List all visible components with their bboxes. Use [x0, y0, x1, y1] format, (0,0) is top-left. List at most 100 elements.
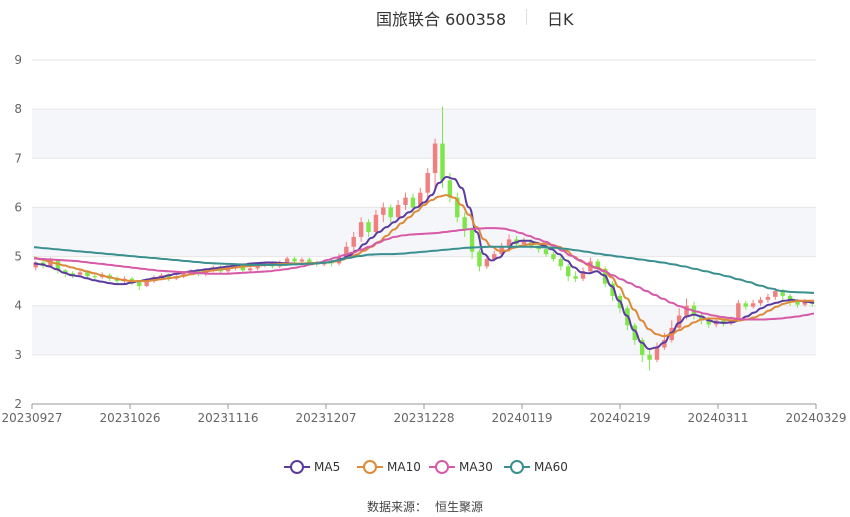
- x-tick-label: 20231228: [393, 411, 454, 425]
- candle-body: [255, 265, 260, 269]
- candle-body: [639, 340, 645, 355]
- legend-circle: [435, 460, 449, 474]
- candle-body: [33, 262, 38, 268]
- candle-body: [92, 276, 98, 278]
- candle-body: [558, 259, 564, 267]
- x-tick-label: 20240219: [589, 411, 650, 425]
- candle-body: [395, 204, 401, 218]
- candle-body: [358, 222, 364, 237]
- legend-item-ma30[interactable]: MA30: [429, 457, 493, 477]
- candle-body: [63, 270, 68, 274]
- ma-line-ma60: [33, 245, 815, 294]
- candle-body: [551, 254, 556, 260]
- candle-body: [580, 271, 586, 279]
- candle-body: [780, 290, 785, 296]
- candle-body: [765, 296, 771, 300]
- ma-line-ma10: [33, 194, 814, 338]
- candle-body: [595, 261, 601, 269]
- chart-title: 国旅联合 600358: [376, 10, 507, 29]
- candle-body: [787, 295, 793, 302]
- legend-ma5-marker-icon: [284, 460, 310, 474]
- y-tick-label: 6: [14, 200, 22, 214]
- candle-body: [469, 229, 475, 252]
- candle-body: [795, 301, 800, 305]
- legend-item-ma5[interactable]: MA5: [284, 457, 340, 477]
- x-tick-label: 20240119: [491, 411, 552, 425]
- candle-body: [647, 354, 652, 360]
- candle-body: [299, 259, 305, 262]
- candle-body: [307, 259, 312, 263]
- candle-body: [610, 283, 615, 296]
- chart-title-row: 国旅联合 600358 日K: [0, 6, 850, 29]
- data-source-value: 恒生聚源: [435, 500, 484, 514]
- candle-body: [144, 281, 149, 287]
- legend-circle: [290, 460, 304, 474]
- x-tick-label: 20240329: [785, 411, 846, 425]
- candle-body: [70, 273, 75, 275]
- legend-ma60-marker-icon: [504, 460, 530, 474]
- candle-body: [77, 272, 83, 275]
- candle-body: [373, 214, 379, 232]
- candle-body: [566, 266, 571, 277]
- candle-body: [55, 260, 61, 271]
- data-source-label: 数据来源：: [366, 500, 427, 514]
- grid-band: [32, 305, 816, 355]
- candle-body: [225, 268, 231, 272]
- y-tick-label: 9: [14, 53, 22, 67]
- y-tick-label: 2: [14, 397, 22, 411]
- legend-circle: [363, 460, 377, 474]
- ma-line-ma5: [33, 175, 815, 351]
- title-divider: [526, 9, 527, 25]
- legend-item-ma10[interactable]: MA10: [357, 457, 421, 477]
- y-tick-label: 4: [14, 299, 22, 313]
- candle-body: [351, 236, 356, 247]
- legend-item-ma60[interactable]: MA60: [504, 457, 568, 477]
- data-source: 数据来源： 恒生聚源: [0, 498, 850, 515]
- y-tick-label: 3: [14, 348, 22, 362]
- y-tick-label: 5: [14, 250, 22, 264]
- x-tick-label: 20231026: [99, 411, 160, 425]
- candle-body: [802, 301, 808, 305]
- candle-body: [632, 325, 638, 341]
- candle-body: [662, 340, 667, 348]
- candle-body: [410, 197, 416, 208]
- chart-period-label: 日K: [547, 10, 574, 29]
- candle-body: [137, 282, 142, 287]
- candle-body: [455, 197, 460, 218]
- legend-ma30-marker-icon: [429, 460, 455, 474]
- candle-body: [447, 180, 453, 198]
- candle-body: [736, 303, 741, 320]
- candle-body: [506, 239, 512, 247]
- candle-body: [492, 254, 497, 260]
- candle-body: [521, 241, 527, 245]
- candle-body: [676, 315, 682, 328]
- legend-ma10-label: MA10: [387, 460, 421, 474]
- candle-body: [240, 266, 246, 271]
- candle-body: [403, 197, 408, 205]
- grid-band: [32, 207, 816, 257]
- grid-band: [32, 109, 816, 159]
- candle-body: [773, 290, 778, 297]
- candle-body: [284, 258, 290, 263]
- candle-body: [166, 275, 172, 279]
- candle-body: [425, 173, 430, 193]
- candle-body: [684, 305, 689, 316]
- candle-body: [388, 207, 393, 218]
- candle-body: [247, 268, 253, 271]
- candle-body: [743, 303, 748, 307]
- x-tick-label: 20231207: [295, 411, 356, 425]
- candle-body: [462, 217, 467, 230]
- candle-body: [114, 278, 120, 282]
- x-tick-label: 20231116: [197, 411, 258, 425]
- legend-ma30-label: MA30: [459, 460, 493, 474]
- candle-body: [750, 303, 756, 307]
- candle-body: [573, 276, 578, 279]
- candle-body: [344, 246, 349, 257]
- x-tick-label: 20230927: [1, 411, 62, 425]
- legend-ma10-marker-icon: [357, 460, 383, 474]
- legend-circle: [510, 460, 524, 474]
- candle-body: [699, 315, 704, 321]
- candle-body: [381, 207, 386, 215]
- candle-body: [440, 143, 445, 181]
